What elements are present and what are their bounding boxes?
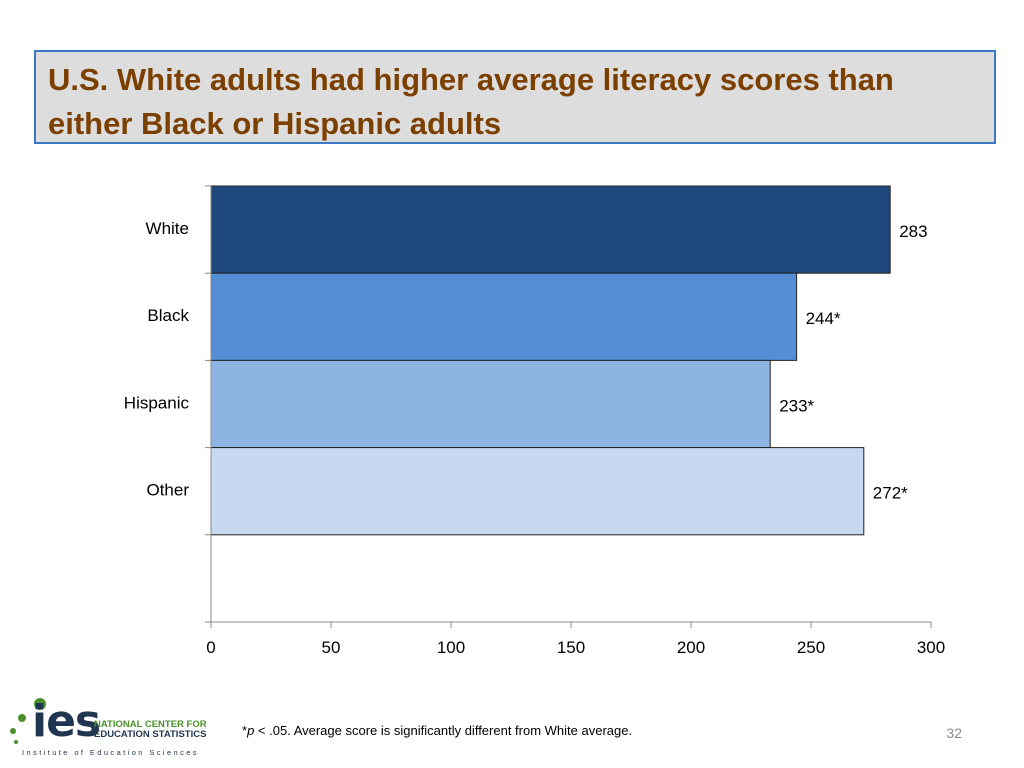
category-label: Other [146,481,189,500]
logo-wordmark: ies [32,696,101,747]
slide-title: U.S. White adults had higher average lit… [48,62,894,141]
footnote-asterisk: * [242,723,248,738]
data-label: 283 [899,222,927,241]
title-box: U.S. White adults had higher average lit… [34,50,996,144]
data-label: 233* [779,396,814,415]
x-tick-label: 100 [437,638,465,657]
bar-other [210,447,865,536]
footnote-p: p [247,723,255,738]
logo-dot-tiny [14,740,18,744]
bar-chart: White 283 Black 244* Hispanic 233* Other 272* 0 5… [124,185,945,657]
data-label: 272* [873,484,908,503]
x-tick-label: 50 [322,638,341,657]
bar-black [210,272,798,361]
x-tick-label: 300 [917,638,945,657]
x-tick-label: 150 [557,638,585,657]
page-number: 32 [946,725,962,741]
logo-line1: NATIONAL CENTER FOR [94,719,207,730]
ies-logo: ies NATIONAL CENTER FOR EDUCATION STATIS… [8,696,218,760]
logo-dot-large [34,698,46,710]
x-tick-label: 0 [206,638,215,657]
footnote: *p < .05. Average score is significantly… [242,723,632,738]
logo-tagline: Institute of Education Sciences [22,748,199,757]
category-label: Hispanic [124,393,190,412]
bar-hispanic [210,359,771,449]
x-tick-label: 200 [677,638,705,657]
footnote-text: < .05. Average score is significantly di… [254,723,633,738]
logo-dot-small [10,728,16,734]
category-label: White [146,219,189,238]
logo-line2: EDUCATION STATISTICS [94,729,207,740]
data-label: 244* [806,309,841,328]
bar-white [210,185,891,274]
category-label: Black [147,306,189,325]
x-tick-label: 250 [797,638,825,657]
logo-dot-medium [18,714,26,722]
